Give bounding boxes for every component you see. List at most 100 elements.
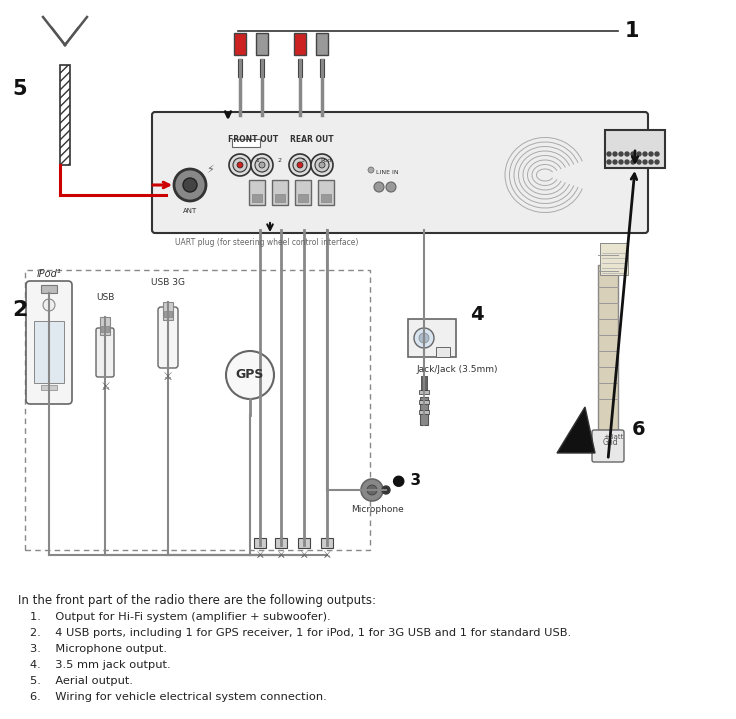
Bar	[321, 194, 331, 202]
Circle shape	[226, 351, 274, 399]
Bar	[254, 538, 266, 548]
FancyBboxPatch shape	[158, 307, 178, 368]
Bar	[234, 33, 246, 55]
Text: FRONT OUT: FRONT OUT	[228, 135, 278, 145]
Circle shape	[643, 152, 647, 156]
Bar	[600, 243, 628, 275]
Bar	[238, 59, 242, 77]
Bar	[421, 376, 427, 390]
Bar	[100, 317, 110, 335]
Circle shape	[655, 160, 659, 164]
Circle shape	[414, 328, 434, 348]
Bar	[598, 265, 618, 430]
Text: 2.    4 USB ports, including 1 for GPS receiver, 1 for iPod, 1 for 3G USB and 1 : 2. 4 USB ports, including 1 for GPS rece…	[30, 628, 571, 638]
Circle shape	[637, 152, 641, 156]
Bar	[420, 397, 428, 425]
Text: USB: USB	[96, 293, 114, 302]
Circle shape	[631, 160, 635, 164]
FancyBboxPatch shape	[96, 328, 114, 377]
Bar	[101, 326, 109, 332]
Circle shape	[368, 167, 374, 173]
Text: ⚔: ⚔	[163, 372, 173, 382]
Text: 4: 4	[470, 305, 484, 324]
Bar	[275, 194, 285, 202]
Text: 2: 2	[278, 158, 282, 163]
Circle shape	[43, 299, 55, 311]
Circle shape	[607, 152, 611, 156]
Bar	[295, 180, 311, 205]
FancyBboxPatch shape	[152, 112, 648, 233]
Bar	[605, 130, 665, 168]
Circle shape	[174, 169, 206, 201]
Circle shape	[311, 154, 333, 176]
Text: Gnd: Gnd	[603, 438, 619, 447]
Text: ⚔: ⚔	[255, 550, 264, 560]
Text: +Batt: +Batt	[603, 434, 623, 440]
Bar	[419, 410, 429, 414]
Text: iPod¹: iPod¹	[37, 269, 61, 279]
Bar	[298, 538, 310, 548]
Text: Pod: Pod	[320, 158, 332, 163]
Text: ⚔: ⚔	[322, 550, 331, 560]
Circle shape	[631, 152, 635, 156]
Bar	[419, 400, 429, 404]
Bar	[41, 285, 57, 293]
Circle shape	[259, 162, 265, 168]
Bar	[41, 385, 57, 390]
Text: 1: 1	[255, 158, 259, 163]
Bar	[408, 319, 456, 357]
Text: 2: 2	[12, 300, 27, 320]
Bar	[260, 59, 264, 77]
Bar	[232, 139, 260, 147]
Text: LINE IN: LINE IN	[375, 170, 398, 175]
Circle shape	[619, 152, 623, 156]
Circle shape	[655, 152, 659, 156]
Bar	[252, 194, 262, 202]
Circle shape	[251, 154, 273, 176]
Text: GPS: GPS	[236, 369, 264, 382]
Bar	[419, 390, 429, 394]
Text: 1.    Output for Hi-Fi system (amplifier + subwoofer).: 1. Output for Hi-Fi system (amplifier + …	[30, 612, 330, 622]
Circle shape	[613, 152, 617, 156]
Circle shape	[319, 162, 325, 168]
Circle shape	[183, 178, 197, 192]
Text: 4.    3.5 mm jack output.: 4. 3.5 mm jack output.	[30, 660, 171, 670]
Circle shape	[625, 160, 629, 164]
Text: 1: 1	[625, 21, 640, 41]
Text: ⚔: ⚔	[277, 550, 286, 560]
Circle shape	[374, 182, 384, 192]
Text: Microphone: Microphone	[352, 505, 404, 514]
FancyBboxPatch shape	[26, 281, 72, 404]
Text: ● 3: ● 3	[392, 473, 421, 488]
Circle shape	[649, 160, 653, 164]
Circle shape	[386, 182, 396, 192]
Circle shape	[297, 162, 303, 168]
Bar	[320, 59, 324, 77]
Circle shape	[293, 158, 307, 172]
Text: ANT: ANT	[183, 208, 197, 214]
Circle shape	[315, 158, 329, 172]
Circle shape	[361, 479, 383, 501]
Circle shape	[229, 154, 251, 176]
Circle shape	[625, 152, 629, 156]
Bar	[436, 347, 450, 357]
Bar	[249, 180, 265, 205]
FancyBboxPatch shape	[592, 430, 624, 462]
Polygon shape	[557, 407, 595, 453]
Bar	[25, 270, 370, 550]
Text: ⚔: ⚔	[100, 382, 110, 392]
Text: 6.    Wiring for vehicle electrical system connection.: 6. Wiring for vehicle electrical system …	[30, 692, 327, 702]
Circle shape	[237, 162, 243, 168]
Bar	[298, 59, 302, 77]
Circle shape	[637, 160, 641, 164]
Circle shape	[255, 158, 269, 172]
Text: UART plug (for steering wheel control interface): UART plug (for steering wheel control in…	[175, 238, 358, 247]
Circle shape	[383, 487, 389, 493]
Bar	[272, 180, 288, 205]
Bar	[275, 538, 287, 548]
Bar	[298, 194, 308, 202]
Circle shape	[607, 160, 611, 164]
Bar	[34, 321, 64, 383]
Text: In the front part of the radio there are the following outputs:: In the front part of the radio there are…	[18, 594, 376, 607]
Text: 6: 6	[632, 420, 645, 439]
